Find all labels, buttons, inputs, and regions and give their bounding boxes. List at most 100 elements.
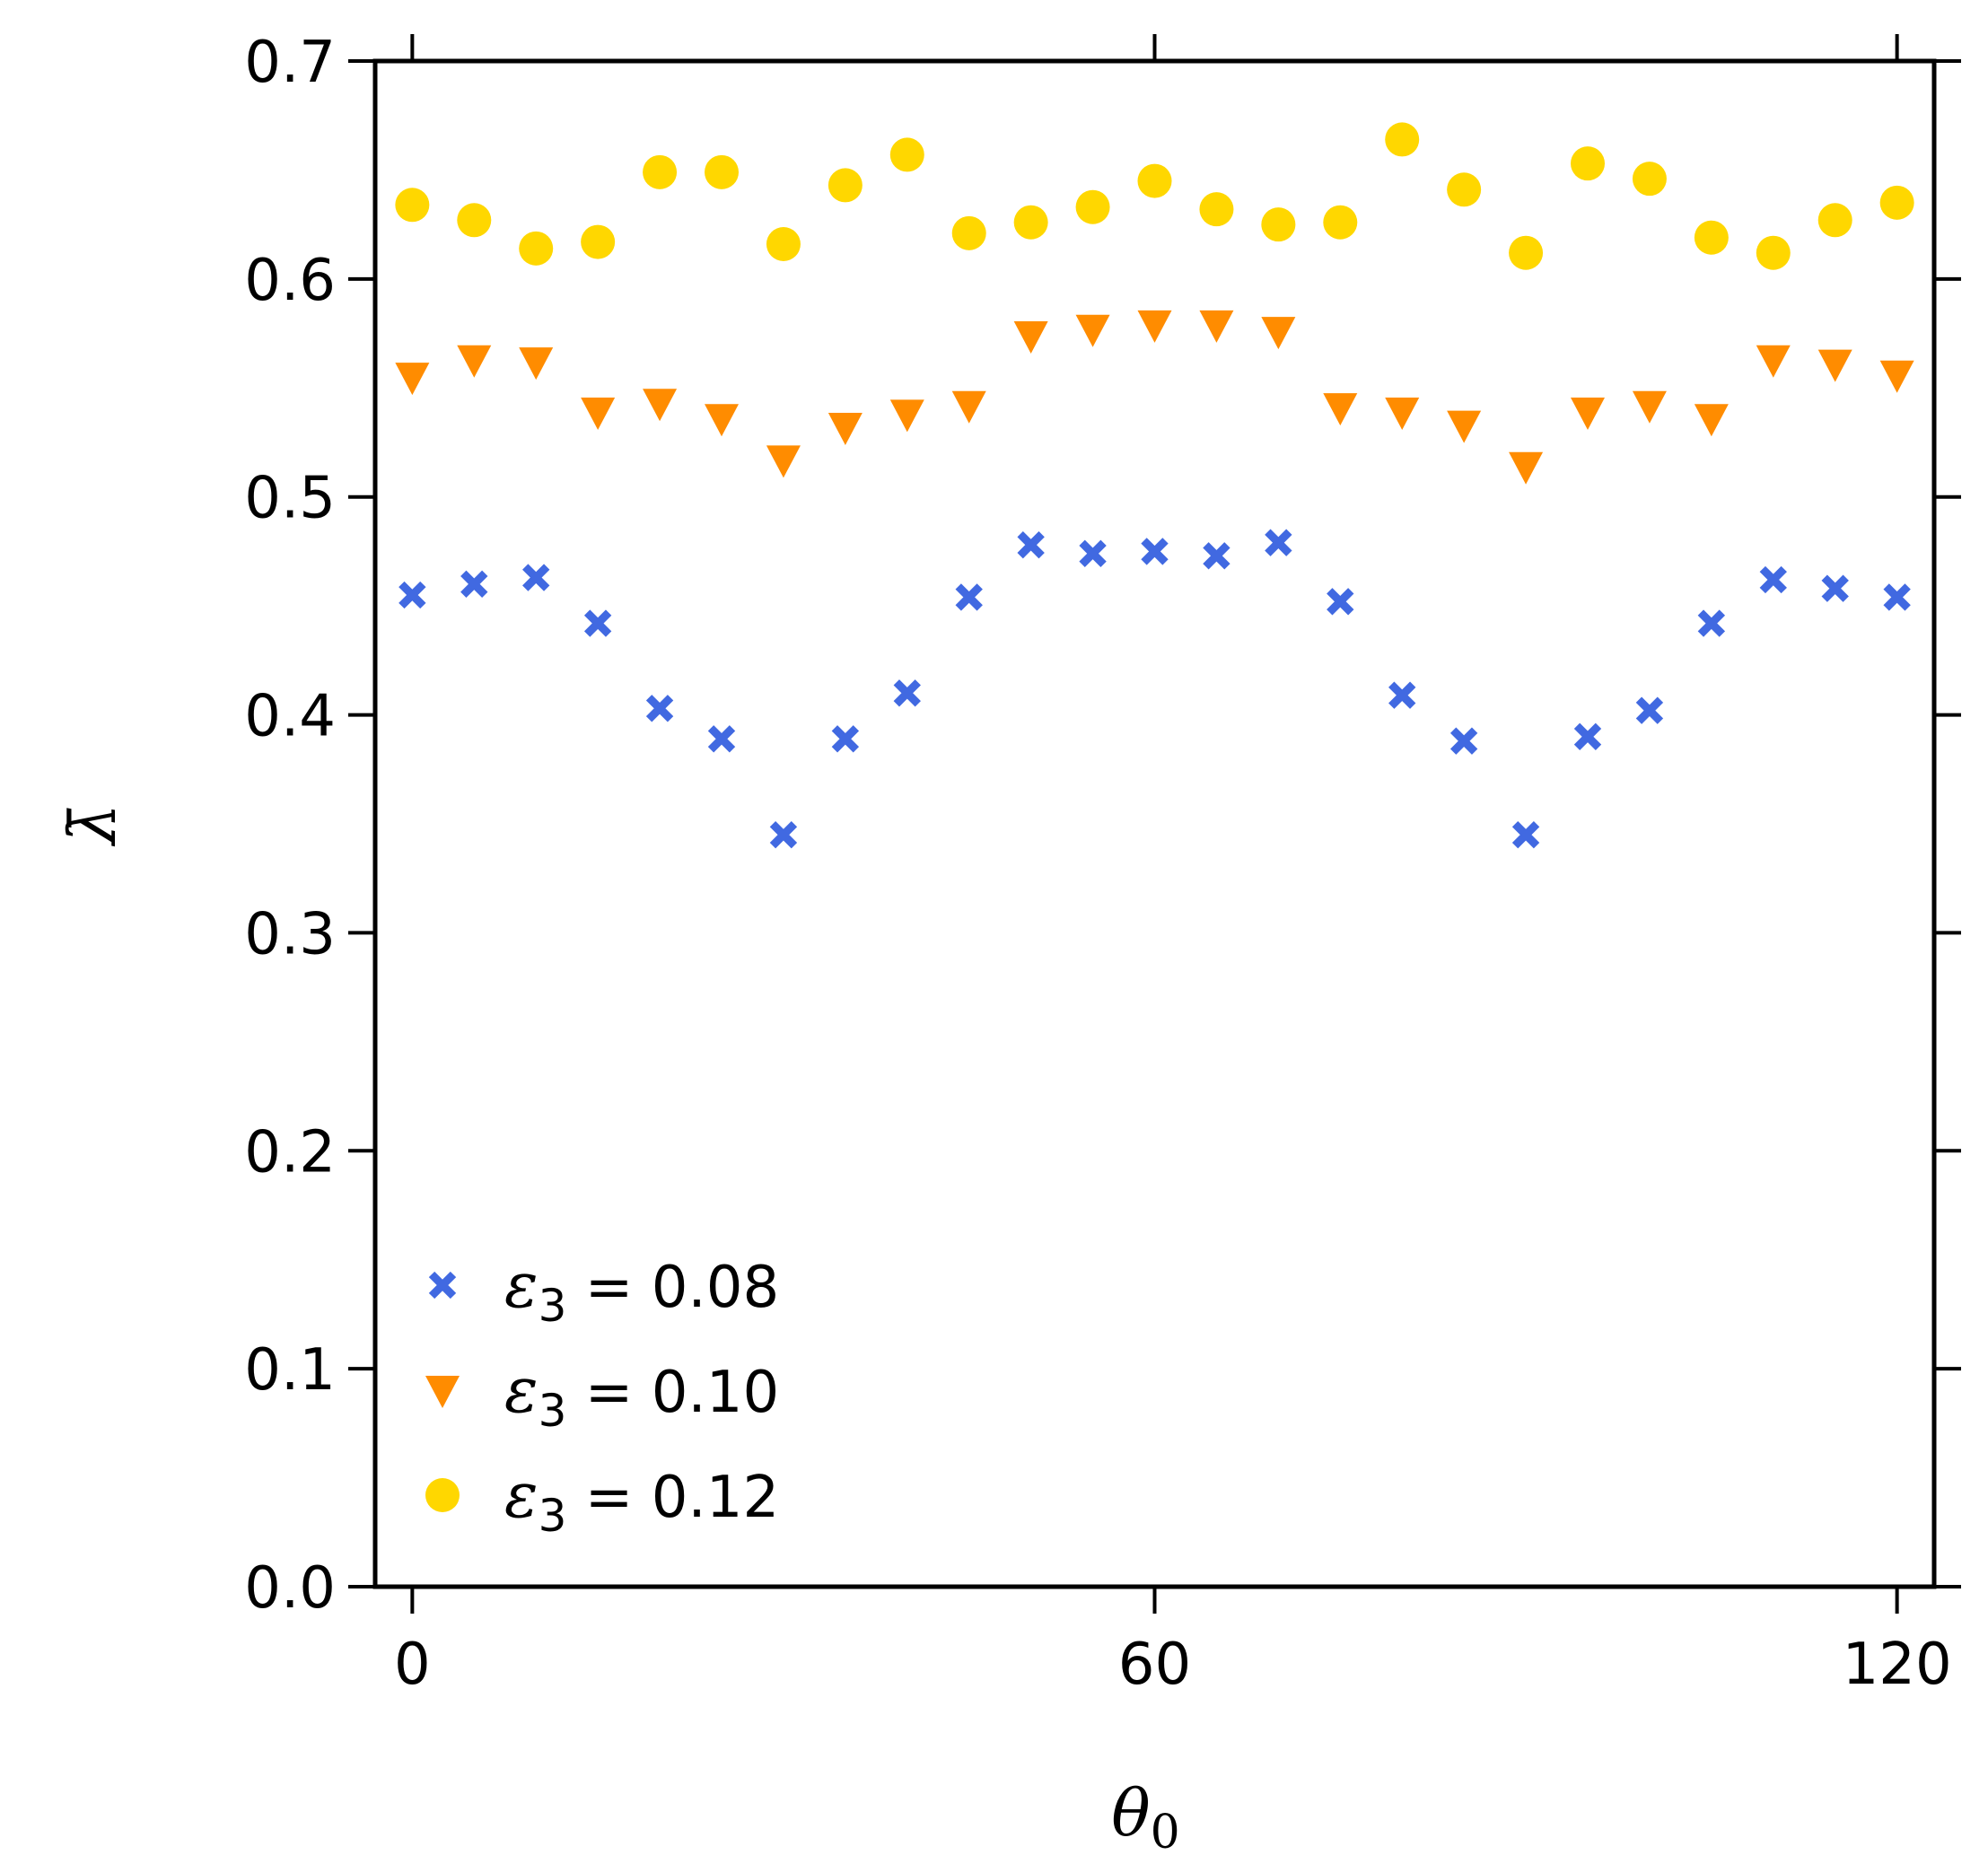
data-point	[1323, 393, 1358, 426]
data-point	[1632, 162, 1667, 197]
data-point	[831, 725, 860, 753]
legend-marker	[425, 1376, 460, 1408]
data-point	[1697, 609, 1726, 637]
legend-label-subscript: 3	[539, 1490, 567, 1542]
data-point	[1013, 321, 1048, 354]
data-point	[1137, 163, 1172, 198]
y-tick-label: 0.5	[244, 466, 336, 532]
legend-label: ε3 = 0.12	[504, 1458, 779, 1542]
data-point	[766, 227, 801, 261]
data-point	[1075, 314, 1110, 347]
data-point	[1017, 530, 1045, 559]
data-point	[643, 154, 678, 189]
data-point	[1385, 398, 1420, 430]
data-point	[1632, 390, 1667, 424]
data-point	[707, 725, 736, 753]
legend-item-2: ε3 = 0.10	[425, 1353, 779, 1437]
data-point	[1821, 574, 1849, 602]
legend-item-1: ε3 = 0.08	[428, 1248, 779, 1332]
data-point	[1323, 205, 1358, 240]
x-axis-label-subscript: 0	[1151, 1806, 1180, 1860]
data-point	[1385, 122, 1420, 157]
data-point	[1447, 410, 1482, 443]
data-point	[1571, 398, 1605, 430]
data-point	[766, 445, 801, 478]
y-tick-label: 0.6	[244, 248, 336, 314]
data-point	[1879, 185, 1914, 220]
legend: ε3 = 0.08 ε3 = 0.10 ε3 = 0.12	[425, 1248, 779, 1542]
legend-label-subscript: 3	[539, 1280, 567, 1332]
data-point	[705, 154, 739, 189]
y-tick-label: 0.0	[244, 1555, 336, 1622]
data-point	[643, 389, 678, 422]
data-point	[828, 168, 863, 203]
data-point	[583, 609, 612, 637]
y-tick-label: 0.3	[244, 901, 336, 967]
data-point	[951, 390, 986, 424]
data-point	[1013, 205, 1048, 240]
data-point	[1261, 317, 1296, 350]
x-tick-label: 120	[1843, 1632, 1952, 1698]
series-1	[398, 529, 1911, 849]
x-tick-label: 60	[1118, 1632, 1191, 1698]
data-point	[1327, 588, 1354, 616]
data-point	[1573, 722, 1602, 751]
data-point	[1817, 349, 1852, 382]
data-point	[395, 188, 430, 223]
data-point	[1265, 529, 1292, 556]
axes-frame	[372, 58, 1937, 1589]
data-point	[1759, 565, 1787, 594]
series-2	[395, 310, 1914, 485]
axes: 0.0 0.1 0.2 0.3 0.4 0.5 0.6 0.7 0 60 120 θ0 λ̄	[55, 30, 1961, 1860]
data-point	[519, 231, 554, 266]
data-point	[1509, 451, 1544, 485]
data-point	[1203, 542, 1230, 570]
legend-label-symbol: ε	[504, 1248, 539, 1322]
legend-label: ε3 = 0.10	[504, 1353, 779, 1437]
data-point	[1388, 681, 1416, 709]
data-point	[1261, 207, 1296, 242]
data-point	[457, 203, 492, 238]
plot-area	[395, 122, 1914, 849]
data-point	[1694, 404, 1729, 437]
data-point	[1449, 727, 1478, 755]
data-point	[893, 679, 921, 707]
legend-label-subscript: 3	[539, 1385, 567, 1437]
data-point	[1075, 189, 1110, 224]
data-point	[889, 399, 924, 433]
data-point	[1756, 235, 1791, 270]
x-axis-label: θ0	[1111, 1775, 1179, 1860]
data-point	[1447, 172, 1482, 207]
data-point	[889, 137, 924, 172]
data-point	[1817, 203, 1852, 238]
data-point	[1694, 220, 1729, 255]
data-point	[398, 581, 426, 609]
data-point	[581, 398, 616, 430]
y-tick-label: 0.2	[244, 1119, 336, 1186]
y-axis-label: λ̄	[55, 803, 130, 847]
data-point	[522, 564, 550, 591]
data-point	[828, 413, 863, 445]
legend-label-symbol: ε	[504, 1458, 539, 1532]
data-point	[581, 224, 616, 259]
data-point	[1635, 696, 1664, 724]
data-point	[457, 345, 492, 378]
legend-marker	[428, 1271, 457, 1300]
y-tick-label: 0.7	[244, 30, 336, 96]
data-point	[951, 215, 986, 250]
x-tick-label: 0	[394, 1632, 431, 1698]
data-point	[1199, 310, 1234, 343]
data-point	[460, 570, 488, 599]
data-point	[645, 695, 674, 722]
legend-marker	[425, 1478, 460, 1512]
data-point	[769, 820, 798, 849]
data-point	[519, 347, 554, 381]
data-point	[1879, 360, 1914, 393]
data-point	[395, 363, 430, 396]
legend-item-3: ε3 = 0.12	[425, 1458, 779, 1542]
data-point	[1883, 583, 1911, 611]
data-point	[955, 583, 983, 611]
series-3	[395, 122, 1914, 270]
legend-label: ε3 = 0.08	[504, 1248, 779, 1332]
